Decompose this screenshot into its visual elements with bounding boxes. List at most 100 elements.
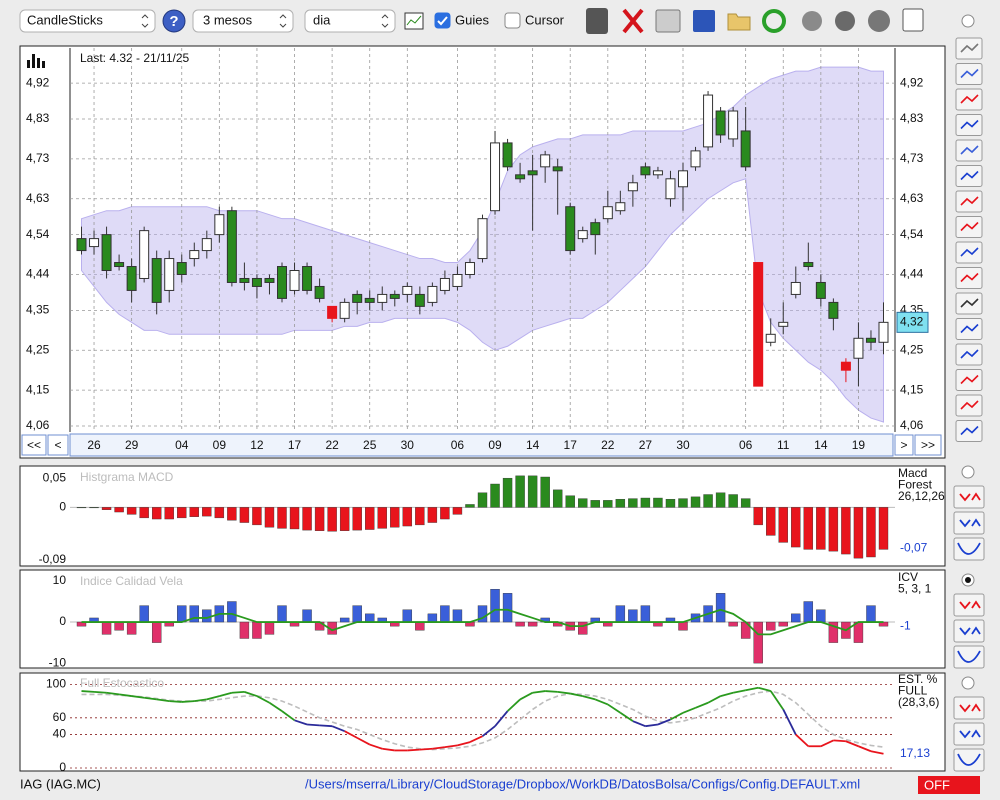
stochastic-k-segment [356, 737, 371, 746]
x-tick-label: 17 [288, 438, 302, 452]
bar [177, 507, 187, 519]
indicator-glyph [959, 626, 981, 636]
indicator-button[interactable] [953, 748, 985, 772]
indicator-label: (28,3,6) [898, 695, 939, 709]
bar [352, 507, 362, 531]
bar [415, 507, 425, 526]
x-tick-label: 25 [363, 438, 377, 452]
sidebar-glyph [960, 425, 979, 436]
help-glyph: ? [169, 13, 178, 30]
candle-body [139, 230, 150, 279]
trash-icon[interactable] [586, 8, 608, 34]
candle-body [490, 142, 501, 212]
interval-select[interactable] [304, 9, 396, 33]
nav-label: > [900, 438, 907, 452]
y-tick-label: 4,83 [26, 111, 50, 125]
chart-icon[interactable] [404, 12, 424, 30]
help-button[interactable] [162, 9, 186, 33]
bar [766, 621, 776, 631]
sync-icon[interactable] [802, 11, 822, 31]
bar [590, 500, 600, 508]
stochastic-k-segment [695, 701, 709, 709]
bar [766, 507, 776, 536]
bar [302, 609, 312, 623]
indicator-button[interactable] [953, 722, 985, 746]
indicator-button[interactable] [953, 485, 985, 509]
candle-body [765, 333, 776, 343]
refresh-icon[interactable] [762, 9, 786, 33]
radio[interactable] [961, 14, 975, 28]
indicator-button[interactable] [953, 537, 985, 561]
bar [515, 621, 525, 627]
chart-icon-line [406, 15, 422, 26]
candle-body [477, 218, 488, 260]
bar [465, 504, 475, 508]
candle-body [640, 166, 651, 176]
bar [740, 498, 751, 508]
delete-icon[interactable] [622, 8, 644, 34]
sidebar-glyph [960, 374, 979, 385]
chart-type-select[interactable] [19, 9, 156, 33]
x-tick-label: 06 [739, 438, 753, 452]
cursor-checkbox[interactable] [504, 12, 521, 29]
indicator-button[interactable] [953, 619, 985, 643]
nav-button[interactable] [21, 434, 47, 456]
y-tick-label: 0 [59, 614, 66, 628]
indicator-button[interactable] [953, 696, 985, 720]
indicator-button[interactable] [953, 511, 985, 535]
candle-body [414, 293, 425, 307]
panel-radio[interactable] [961, 676, 975, 690]
stochastic-k-segment [519, 691, 534, 701]
candle-body [76, 238, 87, 252]
candle-body [828, 301, 839, 319]
stochastic-k-segment [532, 690, 546, 694]
signal-line [81, 608, 884, 636]
nav-button[interactable] [47, 434, 69, 456]
calendar-icon[interactable] [902, 8, 924, 32]
bar [803, 601, 814, 623]
panel-radio[interactable] [961, 465, 975, 479]
stochastic-k-segment [444, 744, 458, 748]
stochastic-k-segment [506, 698, 521, 712]
candle-body [201, 238, 212, 252]
open-icon[interactable] [727, 13, 751, 31]
stochastic-k-segment [845, 740, 859, 748]
nav-button[interactable] [894, 434, 914, 456]
indicator-button[interactable] [953, 645, 985, 669]
mode-button[interactable] [918, 776, 980, 794]
print-icon[interactable] [655, 9, 681, 33]
sidebar-glyph [960, 400, 979, 410]
select-arrows [141, 14, 149, 28]
currency-icon[interactable] [835, 11, 855, 31]
config-path[interactable]: /Users/mserra/Library/CloudStorage/Dropb… [305, 776, 860, 791]
save-icon[interactable] [693, 10, 715, 32]
sidebar-glyph [960, 247, 979, 257]
stochastic-k-segment [732, 689, 746, 694]
last-price-annotation: Last: 4.32 - 21/11/25 [80, 51, 190, 65]
bar [490, 588, 500, 623]
bar [715, 492, 726, 508]
stochastic-k-segment [494, 710, 509, 727]
candle-body [678, 170, 688, 188]
indicator-label: Macd [898, 466, 927, 480]
bar [264, 621, 275, 635]
bar [164, 507, 174, 520]
nav-button[interactable] [914, 434, 942, 456]
bar [427, 613, 438, 623]
guides-checkbox[interactable] [434, 12, 451, 29]
stochastic-k-segment [169, 700, 182, 703]
nav-label: < [54, 438, 61, 452]
stochastic-k-segment [545, 690, 558, 693]
bar [151, 621, 162, 643]
icon-bar [37, 58, 40, 68]
bar [126, 621, 137, 635]
sidebar-glyph [960, 119, 979, 130]
settings-icon[interactable] [868, 10, 890, 32]
period-select[interactable] [192, 9, 294, 33]
bar [878, 507, 889, 550]
bar [578, 498, 588, 508]
x-tick-label: 29 [125, 438, 139, 452]
last-value-label: -0,07 [900, 540, 928, 554]
indicator-button[interactable] [953, 593, 985, 617]
bar [227, 507, 237, 521]
